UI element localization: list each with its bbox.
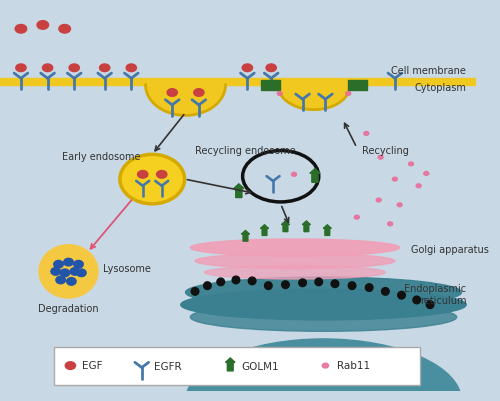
- Text: Endoplasmic
reticulum: Endoplasmic reticulum: [404, 284, 466, 306]
- Ellipse shape: [69, 64, 80, 71]
- Circle shape: [315, 278, 322, 286]
- Polygon shape: [226, 358, 235, 371]
- Ellipse shape: [388, 222, 392, 226]
- Polygon shape: [260, 225, 268, 235]
- Text: GOLM1: GOLM1: [242, 363, 280, 373]
- Ellipse shape: [70, 267, 80, 275]
- Ellipse shape: [392, 177, 398, 181]
- Circle shape: [413, 296, 420, 304]
- Bar: [0, 78, 476, 85]
- Ellipse shape: [60, 269, 70, 277]
- Text: Lysosome: Lysosome: [103, 263, 150, 273]
- Ellipse shape: [194, 89, 204, 96]
- Ellipse shape: [376, 198, 381, 202]
- Ellipse shape: [242, 64, 252, 71]
- Ellipse shape: [37, 21, 48, 29]
- Text: Golgi apparatus: Golgi apparatus: [411, 245, 489, 255]
- Ellipse shape: [39, 245, 98, 298]
- Bar: [260, 80, 280, 90]
- FancyBboxPatch shape: [54, 346, 420, 385]
- Text: Rab11: Rab11: [337, 360, 370, 371]
- Ellipse shape: [42, 64, 52, 71]
- Ellipse shape: [181, 290, 466, 320]
- Ellipse shape: [346, 91, 350, 95]
- Circle shape: [282, 281, 289, 288]
- Ellipse shape: [138, 170, 148, 178]
- Ellipse shape: [364, 132, 369, 135]
- Ellipse shape: [64, 258, 74, 266]
- Ellipse shape: [190, 303, 456, 331]
- Text: Recycling: Recycling: [362, 146, 408, 156]
- Ellipse shape: [100, 64, 110, 71]
- Circle shape: [264, 282, 272, 290]
- Circle shape: [348, 282, 356, 290]
- Ellipse shape: [195, 253, 395, 269]
- Text: EGF: EGF: [82, 360, 102, 371]
- Circle shape: [299, 279, 306, 287]
- Ellipse shape: [204, 266, 386, 279]
- Polygon shape: [310, 169, 320, 182]
- Polygon shape: [302, 221, 310, 232]
- Polygon shape: [282, 221, 290, 232]
- Circle shape: [217, 278, 224, 286]
- Ellipse shape: [15, 24, 26, 33]
- Text: Cell membrane: Cell membrane: [392, 66, 466, 76]
- Bar: [348, 80, 368, 90]
- Text: Recycling endosome: Recycling endosome: [195, 146, 296, 156]
- Ellipse shape: [190, 239, 400, 256]
- Ellipse shape: [278, 91, 282, 95]
- Text: Cytoplasm: Cytoplasm: [414, 83, 466, 93]
- Ellipse shape: [156, 170, 167, 178]
- Ellipse shape: [408, 162, 414, 166]
- Circle shape: [248, 277, 256, 285]
- Ellipse shape: [120, 154, 184, 204]
- Ellipse shape: [292, 172, 296, 176]
- Ellipse shape: [59, 24, 70, 33]
- Circle shape: [426, 301, 434, 308]
- Ellipse shape: [397, 203, 402, 207]
- Ellipse shape: [378, 155, 383, 159]
- Polygon shape: [234, 184, 244, 198]
- Ellipse shape: [66, 362, 76, 369]
- Ellipse shape: [54, 260, 64, 268]
- Ellipse shape: [186, 277, 462, 308]
- Ellipse shape: [354, 215, 360, 219]
- Text: Nucleus: Nucleus: [301, 366, 346, 376]
- Ellipse shape: [76, 269, 86, 277]
- Ellipse shape: [126, 64, 136, 71]
- Circle shape: [191, 288, 199, 295]
- Ellipse shape: [424, 172, 428, 175]
- Circle shape: [331, 280, 338, 288]
- Polygon shape: [146, 85, 226, 115]
- Polygon shape: [278, 85, 350, 109]
- Ellipse shape: [416, 184, 421, 188]
- Ellipse shape: [66, 277, 76, 285]
- Text: Early endosome: Early endosome: [62, 152, 140, 162]
- Polygon shape: [242, 231, 250, 241]
- Ellipse shape: [74, 260, 84, 268]
- Ellipse shape: [322, 363, 328, 368]
- Circle shape: [382, 288, 389, 295]
- Ellipse shape: [266, 64, 276, 71]
- Ellipse shape: [167, 89, 177, 96]
- Ellipse shape: [51, 267, 60, 275]
- Circle shape: [204, 282, 211, 290]
- Text: Degradation: Degradation: [38, 304, 99, 314]
- Ellipse shape: [16, 64, 26, 71]
- Circle shape: [232, 276, 240, 284]
- Ellipse shape: [186, 339, 462, 401]
- Ellipse shape: [56, 276, 66, 284]
- Circle shape: [366, 284, 373, 292]
- Polygon shape: [324, 225, 332, 235]
- Circle shape: [398, 292, 406, 299]
- Text: EGFR: EGFR: [154, 363, 182, 373]
